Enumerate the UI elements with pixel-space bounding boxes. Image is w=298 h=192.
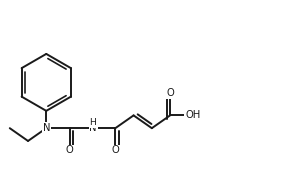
Text: OH: OH [185,110,200,120]
Text: H: H [90,118,97,127]
Text: N: N [89,123,97,133]
Text: O: O [166,88,174,98]
Text: O: O [111,146,119,156]
Text: O: O [66,146,74,156]
Text: N: N [43,123,50,133]
